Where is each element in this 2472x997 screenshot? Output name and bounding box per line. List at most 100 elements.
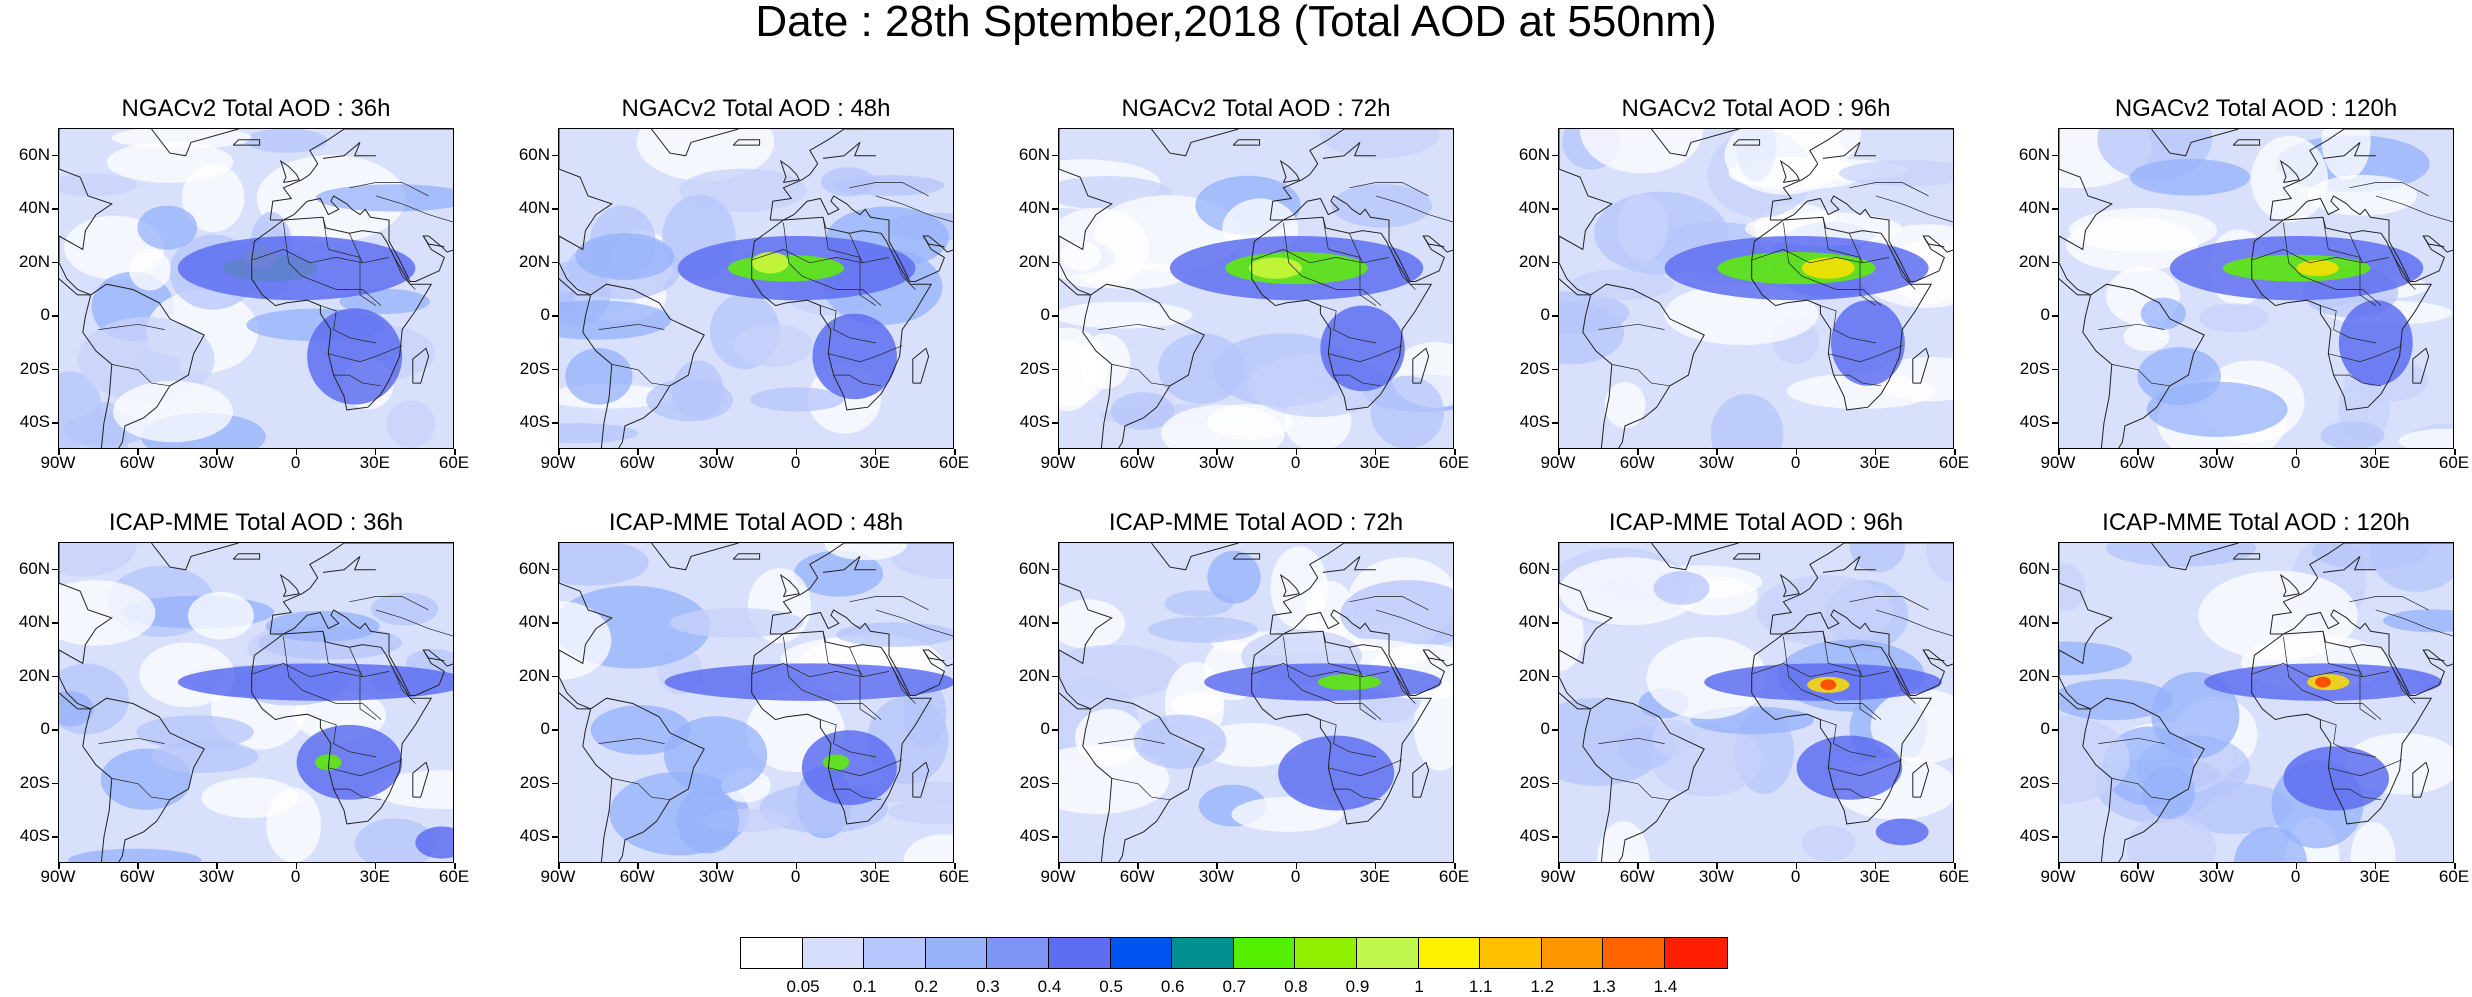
lat-label: 40N bbox=[1518, 612, 1550, 632]
lat-label: 20N bbox=[1018, 251, 1050, 271]
aod-background-patch bbox=[793, 550, 884, 597]
lon-label: 60E bbox=[1438, 867, 1470, 886]
coastline-greenland bbox=[151, 129, 239, 157]
country-border bbox=[333, 374, 382, 387]
map-panel-icap-mme-96h: ICAP-MME Total AOD : 96h 60N 40N 20N 0 20S 40S… bbox=[1500, 510, 2020, 920]
aod-background-patch bbox=[903, 834, 953, 862]
country-border bbox=[1098, 323, 1165, 330]
coastline-greenland bbox=[651, 543, 739, 571]
lon-tick bbox=[137, 863, 139, 869]
country-border bbox=[349, 647, 376, 720]
aod-background-patch bbox=[1059, 207, 1149, 289]
lon-label: 30W bbox=[698, 453, 734, 472]
aod-background-patch bbox=[1331, 184, 1433, 228]
aod-background-patch bbox=[266, 787, 322, 862]
aod-background-patch bbox=[181, 163, 245, 232]
country-border bbox=[1328, 759, 1403, 777]
lat-tick bbox=[552, 675, 558, 678]
colorbar-label: 1 bbox=[1414, 977, 1424, 996]
country-border bbox=[1283, 636, 1382, 720]
country-border bbox=[875, 609, 953, 637]
colorbar-swatch bbox=[1541, 938, 1604, 968]
lon-tick bbox=[1795, 449, 1798, 455]
country-border bbox=[1375, 609, 1453, 637]
country-border bbox=[2098, 737, 2165, 744]
country-border bbox=[783, 222, 882, 306]
lat-tick bbox=[1552, 368, 1558, 371]
lon-tick bbox=[374, 863, 377, 869]
coastline-south-america bbox=[1582, 283, 1705, 448]
panel-title: ICAP-MME Total AOD : 72h bbox=[1108, 509, 1404, 536]
lon-tick bbox=[2295, 449, 2298, 455]
aod-background-patch bbox=[646, 378, 734, 422]
aod-background-patch bbox=[131, 352, 182, 381]
coastline-uk bbox=[2279, 159, 2300, 183]
lat-label: 20S bbox=[2019, 772, 2050, 792]
country-border bbox=[98, 737, 165, 744]
coastline-uk bbox=[279, 573, 300, 597]
lat-label: 20S bbox=[1019, 358, 1050, 378]
lat-tick bbox=[1052, 836, 1058, 838]
lat-label: 0 bbox=[2040, 719, 2050, 739]
country-border bbox=[2393, 671, 2416, 704]
lon-label: 30W bbox=[198, 867, 234, 886]
country-border bbox=[1751, 663, 1890, 678]
lon-tick bbox=[295, 449, 298, 455]
country-border bbox=[1375, 195, 1453, 223]
coastline-north-america bbox=[2059, 543, 2113, 710]
country-border bbox=[783, 636, 882, 720]
aod-plume bbox=[751, 252, 789, 274]
lat-tick bbox=[1552, 836, 1558, 838]
country-border bbox=[849, 182, 929, 197]
map-panel-icap-mme-72h: ICAP-MME Total AOD : 72h 60N 40N 20N 0 20S 40S… bbox=[1000, 510, 1520, 920]
lon-tick bbox=[2374, 863, 2377, 869]
lat-tick bbox=[1052, 368, 1058, 371]
aod-background-patch bbox=[1270, 546, 1328, 629]
lon-label: 30E bbox=[2359, 867, 2390, 886]
map-panel-ngacv2-36h: NGACv2 Total AOD : 36h 60N 40N 20N 0 20S 40S 90… bbox=[0, 96, 520, 506]
aod-plume bbox=[801, 730, 897, 806]
aod-background-patch bbox=[836, 622, 953, 647]
coastline-europe-asia bbox=[769, 543, 953, 696]
country-border bbox=[251, 663, 390, 678]
aod-plume bbox=[2315, 676, 2331, 688]
coastline-europe-asia bbox=[269, 543, 453, 696]
aod-background-patch bbox=[370, 592, 439, 626]
lat-tick bbox=[2052, 836, 2058, 838]
coastline-uk bbox=[279, 159, 300, 183]
coastline-uk bbox=[779, 159, 800, 183]
lat-tick bbox=[2052, 782, 2058, 785]
country-border bbox=[822, 631, 863, 677]
coastline-madagascar bbox=[2412, 761, 2430, 798]
lat-tick bbox=[1052, 315, 1058, 317]
country-border bbox=[2393, 257, 2416, 290]
lat-label: 0 bbox=[540, 719, 550, 739]
lon-tick bbox=[2216, 863, 2218, 869]
panel-title: ICAP-MME Total AOD : 120h bbox=[2102, 509, 2410, 536]
aod-background-patch bbox=[1870, 688, 1953, 764]
coastline-scandinavia-hole bbox=[1322, 556, 1376, 573]
lon-label: 30E bbox=[2359, 453, 2390, 472]
coastline-iceland bbox=[732, 139, 761, 146]
lat-label: 20S bbox=[2019, 358, 2050, 378]
aod-background-patch bbox=[137, 205, 198, 250]
aod-plume bbox=[415, 826, 453, 859]
colorbar-label: 1.4 bbox=[1653, 977, 1678, 996]
lat-label: 20S bbox=[19, 358, 50, 378]
panel-title: NGACv2 Total AOD : 36h bbox=[121, 95, 391, 122]
lon-label: 0 bbox=[290, 453, 301, 472]
lat-label: 60N bbox=[18, 558, 50, 578]
country-border bbox=[1349, 647, 1376, 720]
lon-label: 60W bbox=[119, 867, 155, 886]
country-border bbox=[2375, 195, 2453, 223]
map-panel-ngacv2-48h: NGACv2 Total AOD : 48h 60N 40N 20N 0 20S 40S 90… bbox=[500, 96, 1020, 506]
aod-background-patch bbox=[669, 607, 804, 638]
coastline-uk bbox=[1779, 573, 1800, 597]
lon-tick bbox=[2058, 863, 2060, 869]
lon-label: 30W bbox=[2198, 453, 2234, 472]
lat-label: 60N bbox=[1018, 558, 1050, 578]
coastline-south-america bbox=[582, 283, 705, 448]
country-border bbox=[611, 778, 670, 801]
country-border bbox=[328, 759, 403, 777]
lat-label: 0 bbox=[1040, 305, 1050, 325]
